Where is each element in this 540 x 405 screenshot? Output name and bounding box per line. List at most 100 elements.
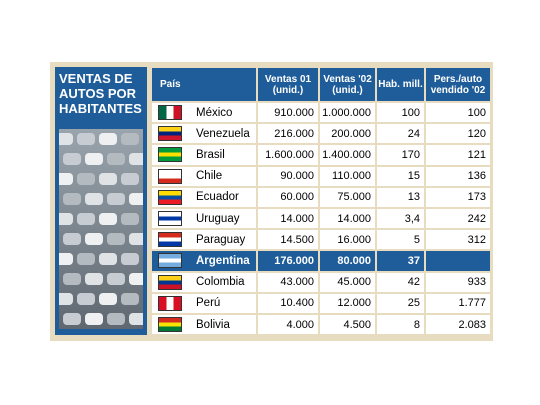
car	[99, 133, 117, 145]
value-cell: 14.000	[258, 209, 318, 229]
car	[107, 153, 125, 165]
flag	[158, 232, 182, 248]
car	[85, 273, 103, 285]
car	[129, 313, 143, 325]
flag	[158, 105, 182, 120]
value-cell: 242	[426, 209, 490, 229]
value-cell: 43.000	[258, 272, 318, 292]
value-cell: 910.000	[258, 103, 318, 123]
flag	[158, 253, 182, 269]
value-cell: 4.000	[258, 315, 318, 335]
car	[77, 213, 95, 225]
value-cell: 312	[426, 230, 490, 250]
car	[107, 193, 125, 205]
car	[63, 153, 81, 165]
car	[129, 273, 143, 285]
value-cell: 1.000.000	[320, 103, 375, 123]
car	[99, 173, 117, 185]
car	[63, 273, 81, 285]
car	[107, 273, 125, 285]
value-cell: 60.000	[258, 187, 318, 207]
value-cell: 16.000	[320, 230, 375, 250]
header-cell: Hab. mill.	[377, 68, 424, 101]
value-cell: 176.000	[258, 251, 318, 271]
value-cell: 90.000	[258, 166, 318, 186]
car	[85, 313, 103, 325]
sidebar-title: VENTAS DE AUTOS POR HABITANTES	[59, 71, 142, 116]
header-cell: Ventas 01 (unid.)	[258, 68, 318, 101]
car	[77, 253, 95, 265]
flag	[158, 126, 182, 142]
car	[59, 293, 73, 305]
car	[121, 213, 139, 225]
car	[85, 153, 103, 165]
value-cell: 37	[377, 251, 424, 271]
value-cell: 10.400	[258, 293, 318, 313]
value-cell: 933	[426, 272, 490, 292]
value-cell: 14.000	[320, 209, 375, 229]
car	[77, 173, 95, 185]
value-cell: 200.000	[320, 124, 375, 144]
value-cell: 13	[377, 187, 424, 207]
car	[121, 293, 139, 305]
car	[107, 313, 125, 325]
value-cell: 3,4	[377, 209, 424, 229]
value-cell: 14.500	[258, 230, 318, 250]
car	[121, 133, 139, 145]
car	[59, 133, 73, 145]
value-cell: 100	[426, 103, 490, 123]
value-cell: 100	[377, 103, 424, 123]
car	[63, 193, 81, 205]
car	[59, 173, 73, 185]
value-cell: 170	[377, 145, 424, 165]
header-cell: País	[152, 68, 256, 101]
car	[85, 233, 103, 245]
value-cell: 1.600.000	[258, 145, 318, 165]
car	[99, 253, 117, 265]
value-cell: 120	[426, 124, 490, 144]
car	[99, 293, 117, 305]
value-cell: 25	[377, 293, 424, 313]
value-cell: 15	[377, 166, 424, 186]
car	[63, 233, 81, 245]
value-cell: 42	[377, 272, 424, 292]
header-cell: Pers./auto vendido '02	[426, 68, 490, 101]
flag	[158, 168, 182, 184]
value-cell: 12.000	[320, 293, 375, 313]
car	[85, 193, 103, 205]
flag	[158, 317, 182, 332]
cars-photo	[59, 129, 143, 329]
flag	[158, 274, 182, 290]
car	[77, 293, 95, 305]
car	[129, 233, 143, 245]
value-cell: 4.500	[320, 315, 375, 335]
sidebar: VENTAS DE AUTOS POR HABITANTES	[55, 67, 147, 335]
car	[77, 133, 95, 145]
header-cell: Ventas '02 (unid.)	[320, 68, 375, 101]
value-cell: 2.083	[426, 315, 490, 335]
car	[107, 233, 125, 245]
value-cell: 5	[377, 230, 424, 250]
car	[129, 153, 143, 165]
car	[59, 213, 73, 225]
value-cell: 216.000	[258, 124, 318, 144]
car	[121, 253, 139, 265]
value-cell: 24	[377, 124, 424, 144]
car	[63, 313, 81, 325]
car	[99, 213, 117, 225]
flag	[158, 295, 182, 311]
car	[129, 193, 143, 205]
value-cell: 173	[426, 187, 490, 207]
value-cell: 1.777	[426, 293, 490, 313]
value-cell: 8	[377, 315, 424, 335]
value-cell: 136	[426, 166, 490, 186]
value-cell: 80.000	[320, 251, 375, 271]
car	[59, 253, 73, 265]
value-cell: 75.000	[320, 187, 375, 207]
value-cell: 45.000	[320, 272, 375, 292]
value-cell: 110.000	[320, 166, 375, 186]
value-cell	[426, 251, 490, 271]
value-cell: 1.400.000	[320, 145, 375, 165]
flag	[158, 147, 182, 163]
